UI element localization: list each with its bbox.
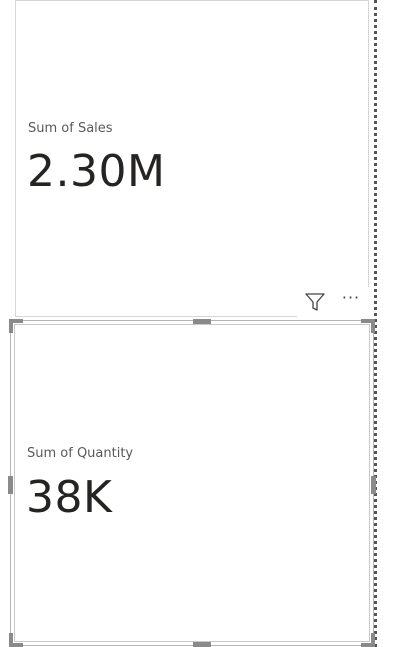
filter-icon [305, 293, 325, 311]
more-options-icon: ··· [341, 288, 361, 307]
filter-button[interactable] [302, 289, 328, 315]
card-visual-sum-of-quantity[interactable]: Sum of Quantity 38K [14, 324, 370, 642]
resize-handle-bottom[interactable] [193, 642, 211, 647]
card-category-label: Sum of Quantity [27, 446, 134, 461]
resize-handle-left[interactable] [8, 476, 13, 494]
visual-header-toolbar: ··· [297, 287, 369, 317]
card-category-label: Sum of Sales [28, 121, 113, 136]
card-value: 2.30M [27, 146, 166, 197]
more-options-button[interactable]: ··· [338, 289, 364, 315]
page-boundary [374, 0, 377, 647]
card-value: 38K [26, 472, 113, 523]
card-visual-sum-of-sales[interactable]: Sum of Sales 2.30M [15, 0, 369, 317]
